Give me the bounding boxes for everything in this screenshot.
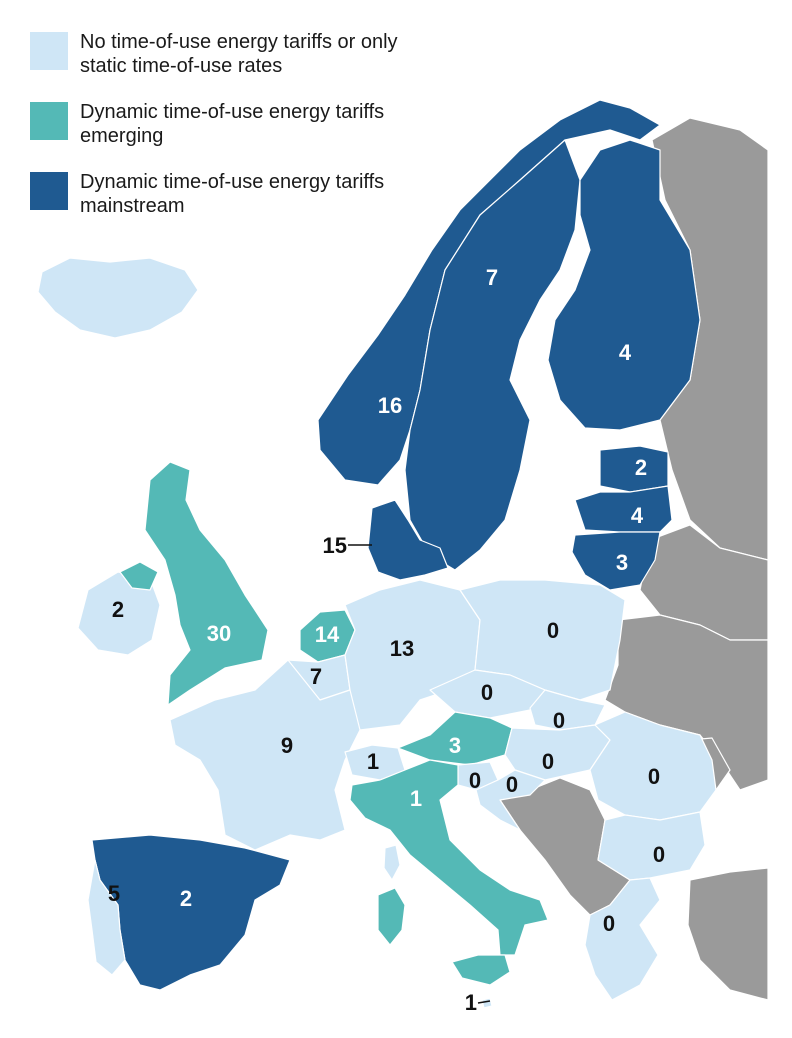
label-bulgaria: 0 xyxy=(653,842,665,867)
region-spain xyxy=(91,834,291,991)
label-lithuania: 3 xyxy=(616,550,628,575)
label-italy: 1 xyxy=(410,786,422,811)
label-slovenia: 0 xyxy=(469,768,481,793)
leader-malta xyxy=(477,1000,491,1004)
region-sardinia xyxy=(377,887,406,946)
region-finland xyxy=(547,139,701,431)
region-portugal xyxy=(87,859,126,976)
region-great-britain xyxy=(144,461,269,706)
region-latvia xyxy=(574,485,673,533)
label-great-britain: 30 xyxy=(207,621,231,646)
region-france xyxy=(169,659,361,851)
no-data-countries xyxy=(499,117,769,1001)
legend-label-mainstream: Dynamic time-of-use energy tariffs mains… xyxy=(80,171,385,217)
region-ukraine xyxy=(604,614,769,791)
label-portugal: 5 xyxy=(108,881,120,906)
label-slovakia: 0 xyxy=(553,708,565,733)
region-malta xyxy=(481,997,493,1009)
legend-label-emerging: Dynamic time-of-use energy tariffs emerg… xyxy=(80,101,385,147)
label-switzerland: 1 xyxy=(367,749,379,774)
region-germany xyxy=(344,579,481,731)
label-belgium: 7 xyxy=(310,664,322,689)
region-turkey xyxy=(687,867,769,1001)
label-denmark: 15 xyxy=(323,533,347,558)
region-bulgaria xyxy=(597,811,706,881)
label-netherlands: 14 xyxy=(315,622,340,647)
value-labels: 16 7 4 2 4 3 15 2 30 14 7 13 0 0 0 9 1 3… xyxy=(108,265,665,1015)
region-iceland xyxy=(37,257,199,339)
label-norway: 16 xyxy=(378,393,402,418)
label-czechia: 0 xyxy=(481,680,493,705)
region-croatia xyxy=(475,769,546,831)
region-corsica xyxy=(383,844,401,881)
region-lithuania xyxy=(571,531,661,591)
legend-item-none: No time-of-use energy tariffs or only st… xyxy=(30,30,420,78)
label-austria: 3 xyxy=(449,733,461,758)
label-croatia: 0 xyxy=(506,772,518,797)
legend-item-emerging: Dynamic time-of-use energy tariffs emerg… xyxy=(30,100,420,148)
label-germany: 13 xyxy=(390,636,414,661)
region-greece xyxy=(584,877,661,1001)
region-slovakia xyxy=(529,689,606,731)
label-estonia: 2 xyxy=(635,455,647,480)
region-sweden xyxy=(404,139,581,571)
region-denmark xyxy=(367,499,449,581)
label-latvia: 4 xyxy=(631,503,644,528)
label-ireland: 2 xyxy=(112,597,124,622)
label-spain: 2 xyxy=(180,886,192,911)
label-france: 9 xyxy=(281,733,293,758)
legend-swatch-none xyxy=(30,32,68,70)
label-sweden: 7 xyxy=(486,265,498,290)
label-romania: 0 xyxy=(648,764,660,789)
legend-label-none: No time-of-use energy tariffs or only st… xyxy=(80,31,398,77)
legend-item-mainstream: Dynamic time-of-use energy tariffs mains… xyxy=(30,170,420,218)
label-malta: 1 xyxy=(465,990,477,1015)
label-poland: 0 xyxy=(547,618,559,643)
label-greece: 0 xyxy=(603,911,615,936)
label-finland: 4 xyxy=(619,340,632,365)
legend-swatch-mainstream xyxy=(30,172,68,210)
region-northern-ireland xyxy=(119,561,159,591)
region-sicily xyxy=(451,954,511,986)
legend-swatch-emerging xyxy=(30,102,68,140)
label-hungary: 0 xyxy=(542,749,554,774)
region-italy xyxy=(349,759,549,956)
